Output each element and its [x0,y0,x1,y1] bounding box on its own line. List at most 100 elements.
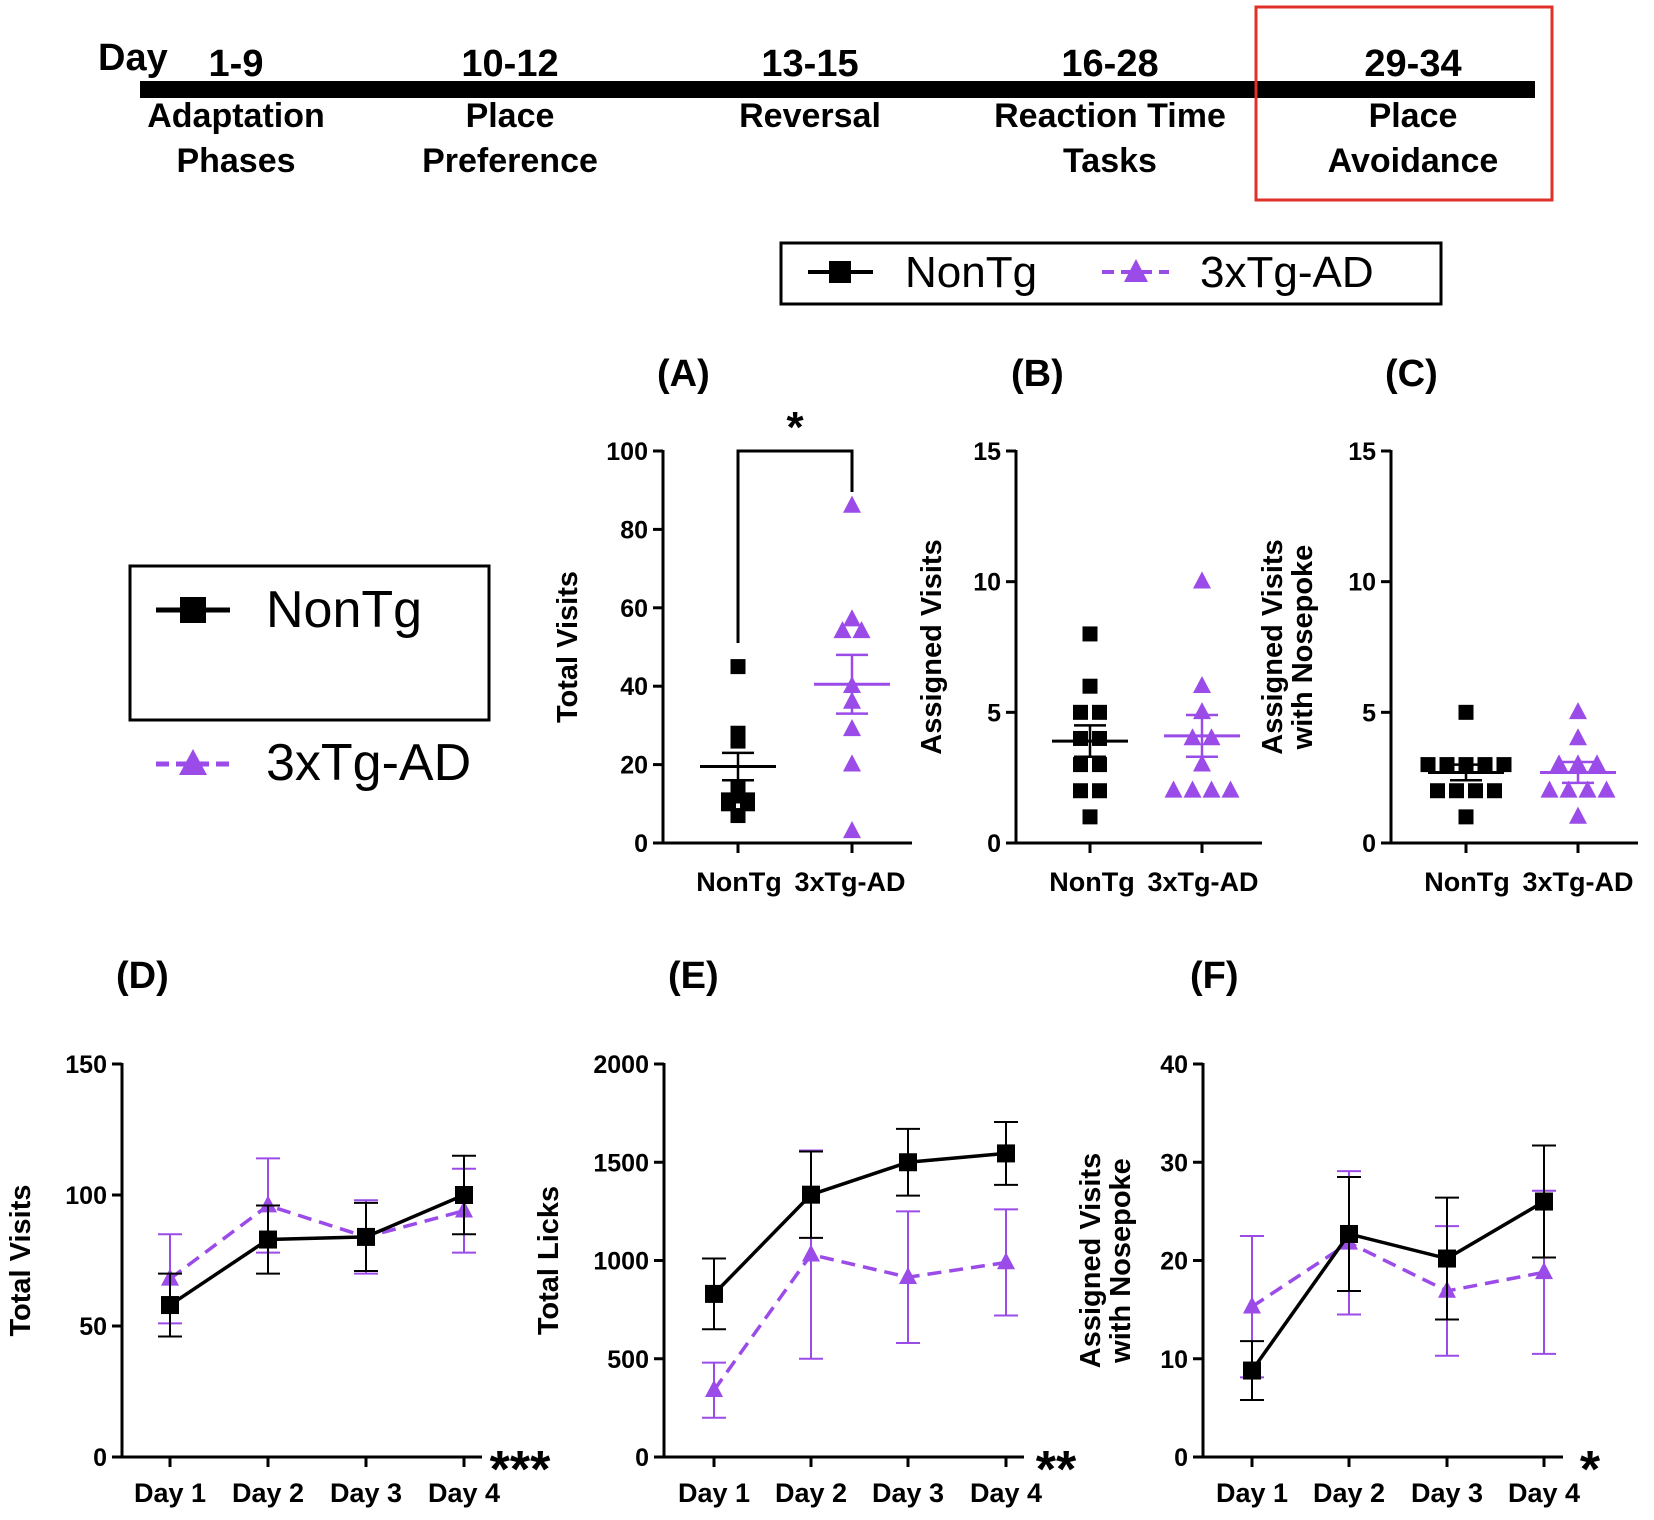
data-point [1420,757,1436,773]
y-tick-label: 1500 [593,1149,649,1177]
y-axis-title: Total Visits [552,571,584,723]
highlight-box [1254,5,1554,202]
data-point [1073,757,1088,773]
y-axis-title: Assigned Visits [1075,1153,1107,1368]
data-point [1559,780,1578,798]
phase-label-line2: Phases [176,142,295,180]
y-tick-label: 20 [620,752,648,780]
data-point [161,1296,179,1315]
x-tick-label: 3xTg-AD [1147,867,1258,897]
y-tick-label: 0 [1362,830,1376,858]
data-point [843,754,861,772]
x-tick-label: 3xTg-AD [1522,867,1633,897]
x-tick-label: Day 1 [1216,1478,1288,1508]
legend-marker-3xtg [1124,259,1148,282]
legend-label-nontg: NonTg [905,248,1037,297]
phase-days: 1-9 [209,43,264,85]
x-tick-label: Day 4 [970,1478,1042,1508]
panel-e: (E) 0 500 1000 1500 2000 Total Licks Day 1 Day 2… [533,955,1077,1508]
phase-label-line1: Reaction Time [994,97,1226,135]
x-tick-label: NonTg [1424,867,1509,897]
data-point [899,1266,917,1285]
data-point [1073,704,1088,720]
phase-label-line1: Reversal [739,97,881,135]
data-point [721,796,736,812]
y-tick-label: 80 [620,516,648,544]
data-point [1092,783,1107,799]
data-point [1569,702,1587,720]
legend-marker-nontg [180,597,206,623]
data-point [997,1144,1015,1163]
y-axis-title: with Nosepoke [1287,545,1319,751]
y-axis-title: Assigned Visits [1257,539,1289,754]
x-tick-label: Day 1 [678,1478,750,1508]
y-tick-label: 40 [1160,1051,1188,1079]
x-tick-label: 3xTg-AD [794,867,905,897]
data-point [843,719,861,737]
data-point [899,1153,917,1172]
data-point [259,1195,277,1213]
data-point [1164,780,1183,798]
legend-label-3xtg: 3xTg-AD [1200,248,1374,297]
y-tick-label: 20 [1160,1248,1188,1276]
legend-top-frame [779,241,1443,306]
data-point [730,733,746,749]
data-point [1092,757,1107,773]
x-tick-label: Day 2 [775,1478,847,1508]
data-point [997,1252,1015,1270]
data-point [1588,754,1606,772]
panel-label: (B) [1011,353,1064,395]
panel-b: (B) 0 5 10 15 Assigned Visits NonTg 3xTg-AD [916,353,1262,897]
series-line-3xtg [168,1203,465,1281]
phase-label-line2: Preference [422,142,598,180]
significance-marker: ** [1036,1441,1077,1499]
y-axis-title: Total Visits [5,1184,37,1336]
legend-left: NonTg 3xTg-AD [128,564,491,792]
y-tick-label: 0 [635,1444,649,1472]
data-point [1578,780,1597,798]
data-point [1092,730,1107,746]
data-point [1243,1296,1261,1314]
y-tick-label: 500 [607,1346,649,1374]
data-point [1092,704,1107,720]
data-point [1458,704,1474,720]
data-point [1535,1262,1553,1280]
data-point [1487,783,1502,799]
timeline: Day 1-9 Adaptation Phases 10-12 Place Pr… [98,5,1554,202]
y-tick-label: 50 [79,1313,107,1341]
phase-2: 10-12 Place Preference [422,43,598,180]
data-point [1340,1224,1358,1243]
phase-label-line2: Tasks [1063,142,1157,180]
y-tick-label: 0 [1174,1444,1188,1472]
data-point [1458,809,1474,825]
phase-label-line2: Avoidance [1328,142,1499,180]
data-point [1082,678,1098,694]
data-point [802,1185,820,1204]
y-tick-label: 40 [620,673,648,701]
x-tick-label: Day 4 [428,1478,500,1508]
data-point [1193,675,1211,694]
data-point [1221,780,1240,798]
series-line-nontg [169,1193,465,1307]
x-tick-label: NonTg [1049,867,1134,897]
data-point [1193,754,1211,772]
phase-label-line1: Place [1369,97,1458,135]
panel-label: (F) [1190,955,1239,997]
data-point [1550,754,1568,772]
legend-marker-3xtg [179,749,207,775]
significance-marker: *** [490,1441,551,1499]
y-tick-label: 5 [1362,699,1376,727]
data-point [843,820,861,839]
data-point [843,495,861,513]
data-point [1496,757,1512,773]
y-tick-label: 2000 [593,1051,649,1079]
y-tick-label: 10 [1160,1346,1188,1374]
data-point [1183,780,1202,798]
data-point [259,1230,277,1249]
y-tick-label: 1000 [593,1248,649,1276]
data-point [843,609,861,627]
y-tick-label: 10 [1348,569,1376,597]
x-tick-label: Day 2 [1313,1478,1385,1508]
